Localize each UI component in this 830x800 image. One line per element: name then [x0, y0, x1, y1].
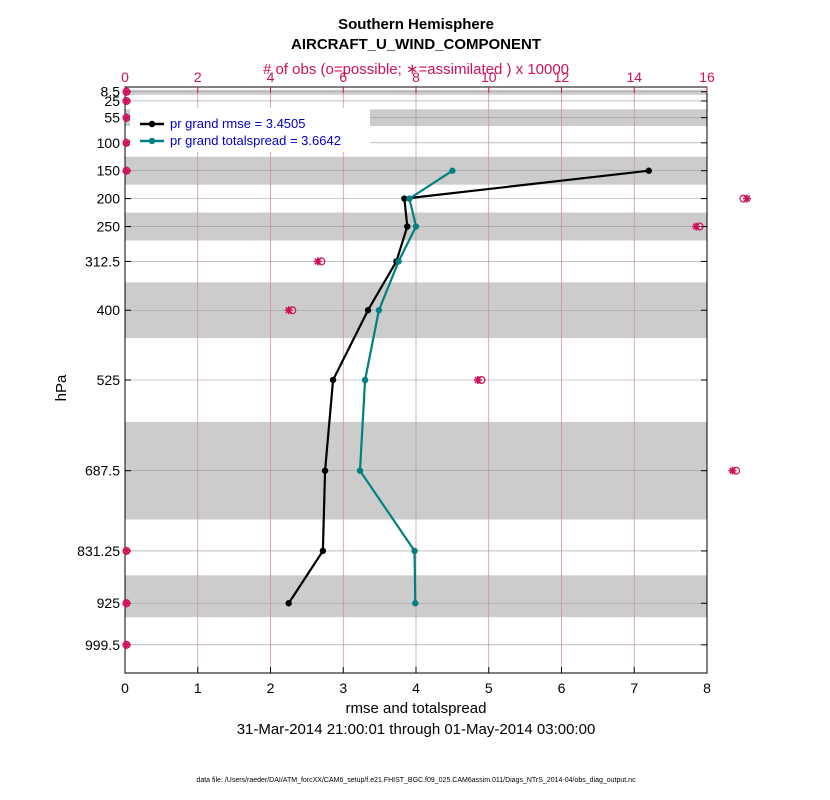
series-point-totalspread-8 [412, 600, 419, 607]
top-tick-label: 12 [554, 69, 570, 85]
x-tick-label: 1 [194, 680, 202, 696]
series-point-totalspread-2 [412, 223, 420, 230]
x-tick-label: 0 [121, 680, 129, 696]
y-tick-label: 100 [97, 135, 121, 151]
obs-assim-stroke-d2 [123, 599, 130, 607]
legend-spread-marker [148, 137, 156, 145]
obs-assim-stroke-d2 [123, 114, 130, 122]
obs-assimilated-marker-3 [122, 138, 131, 147]
top-tick-label: 2 [194, 69, 202, 85]
obs-assim-stroke-d2 [123, 139, 130, 147]
x-tick-label: 5 [485, 680, 493, 696]
obs-assim-stroke-d2 [123, 167, 130, 175]
y-tick-label: 200 [97, 191, 121, 207]
top-tick-label: 10 [481, 69, 497, 85]
obs-assimilated-marker-5 [743, 194, 752, 203]
obs-assimilated-marker-10 [728, 466, 737, 475]
y-tick-label: 150 [97, 163, 121, 179]
y-tick-label: 687.5 [85, 463, 120, 479]
top-tick-label: 4 [267, 69, 275, 85]
obs-markers [122, 87, 752, 649]
x-tick-label: 7 [630, 680, 638, 696]
obs-assimilated-marker-4 [122, 166, 131, 175]
y-tick-label: 831.25 [77, 543, 120, 559]
x-tick-label: 4 [412, 680, 420, 696]
legend-box [130, 108, 370, 152]
y-tick-label: 312.5 [85, 253, 120, 269]
y-tick-label: 400 [97, 302, 121, 318]
obs-assimilated-marker-12 [122, 599, 131, 608]
obs-assim-stroke-d2 [123, 88, 130, 96]
series-point-totalspread-0 [449, 167, 456, 174]
x-tick-label: 8 [703, 680, 711, 696]
y-tick-label: 250 [97, 219, 121, 235]
top-tick-label: 14 [626, 69, 642, 85]
series-lines [285, 167, 652, 607]
obs-assim-stroke-d2 [123, 547, 130, 555]
top-tick-label: 6 [339, 69, 347, 85]
obs-assimilated-marker-8 [284, 306, 293, 315]
series-point-rmse-2 [404, 223, 411, 230]
y-tick-label: 999.5 [85, 637, 120, 653]
series-point-totalspread-7 [411, 547, 418, 555]
series-point-rmse-8 [285, 600, 292, 607]
series-point-rmse-1 [401, 195, 408, 202]
series-point-rmse-6 [321, 467, 329, 474]
obs-assim-stroke-d2 [692, 223, 700, 230]
chart-subtitle: AIRCRAFT_U_WIND_COMPONENT [291, 36, 541, 53]
legend: pr grand rmse = 3.4505 pr grand totalspr… [130, 108, 370, 152]
obs-assimilated-marker-6 [692, 222, 701, 231]
legend-rmse-marker [148, 120, 156, 128]
y-tick-label: 25 [104, 93, 120, 109]
obs-assimilated-marker-2 [122, 113, 131, 122]
legend-spread-text: pr grand totalspread = 3.6642 [170, 133, 341, 148]
obs-assim-stroke-d2 [314, 258, 322, 265]
top-tick-label: 0 [121, 69, 129, 85]
obs-assimilated-marker-1 [122, 96, 131, 105]
series-point-rmse-7 [319, 547, 327, 555]
obs-assim-stroke-d2 [123, 97, 130, 105]
y-tick-label: 55 [104, 110, 120, 126]
series-point-rmse-5 [329, 376, 337, 384]
x-axis-label: rmse and totalspread [346, 700, 487, 717]
chart-title: Southern Hemisphere [338, 16, 494, 33]
obs-assimilated-marker-9 [473, 376, 482, 384]
y-tick-label: 525 [97, 372, 121, 388]
series-point-rmse-0 [645, 167, 652, 174]
top-tick-label: 8 [412, 69, 420, 85]
obs-assimilated-marker-13 [122, 640, 131, 649]
series-point-totalspread-1 [406, 195, 413, 202]
series-point-totalspread-3 [395, 258, 402, 265]
y-axis-label: hPa [53, 374, 70, 401]
obs-assimilated-marker-0 [122, 87, 131, 96]
obs-assimilated-marker-7 [313, 257, 322, 266]
x-tick-label: 3 [339, 680, 347, 696]
obs-assim-stroke-d2 [123, 641, 130, 649]
x-tick-label: 2 [267, 680, 275, 696]
top-tick-label: 16 [699, 69, 715, 85]
series-point-totalspread-5 [361, 376, 369, 384]
y-tick-label: 925 [97, 595, 121, 611]
obs-assim-stroke-d2 [729, 467, 736, 475]
top-axis-label: # of obs (o=possible; ∗=assimilated ) x … [263, 61, 569, 78]
date-range-label: 31-Mar-2014 21:00:01 through 01-May-2014… [237, 721, 596, 738]
obs-assim-stroke-d2 [743, 195, 751, 202]
legend-rmse-text: pr grand rmse = 3.4505 [170, 116, 306, 131]
obs-assim-stroke-d2 [285, 306, 293, 314]
series-point-totalspread-6 [356, 467, 364, 474]
obs-assimilated-marker-11 [122, 546, 131, 555]
data-file-footnote: data file: /Users/raeder/DAI/ATM_forcXX/… [196, 777, 636, 784]
x-tick-label: 6 [558, 680, 566, 696]
series-point-rmse-4 [364, 307, 372, 314]
obs-assim-stroke-d2 [474, 376, 482, 384]
y-tick-label: 8.5 [101, 84, 121, 100]
series-point-totalspread-4 [375, 307, 383, 314]
